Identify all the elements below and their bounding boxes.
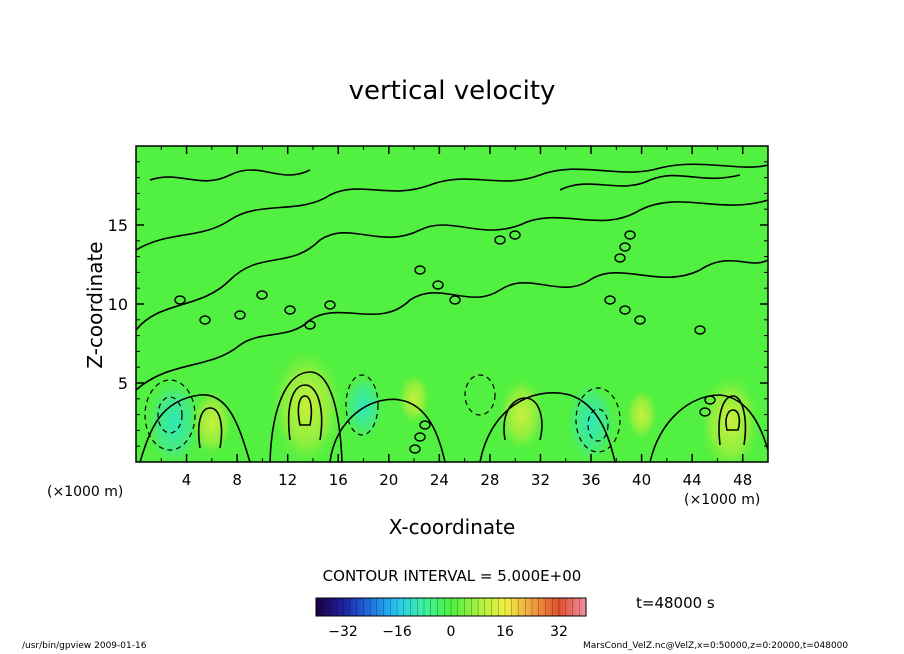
contour-cell [199, 315, 211, 325]
y-tick-label: 15 [108, 216, 128, 235]
contour-cell [699, 407, 711, 417]
contour-cell [324, 300, 336, 310]
contour-lines [136, 163, 768, 462]
x-tick-label: 28 [480, 471, 499, 489]
downdraft-cell [564, 378, 618, 462]
contour-cell [432, 280, 444, 290]
contour-line [136, 259, 768, 391]
x-tick-label: 24 [430, 471, 449, 489]
footer-right: MarsCond_VelZ.nc@VelZ,x=0:50000,z=0:2000… [583, 641, 849, 651]
downdraft-cell [341, 371, 386, 443]
contour-cell [256, 290, 268, 300]
contour-line [136, 163, 768, 251]
updraft-cell [624, 387, 659, 442]
contour-line [136, 199, 768, 331]
contour-line [329, 398, 446, 462]
x-unit-left: (×1000 m) [47, 484, 124, 500]
contour-cell [414, 265, 426, 275]
contour-line [197, 407, 223, 449]
colorbar: −32 −16 0 16 32 [315, 597, 587, 640]
updraft-cell [698, 370, 763, 462]
contour-line [725, 409, 741, 431]
contour-cell [694, 325, 706, 335]
contour-cell [619, 305, 631, 315]
x-tick-label: 44 [683, 471, 702, 489]
contour-cell [409, 444, 421, 454]
negative-contour [464, 374, 496, 416]
footer-left: /usr/bin/gpview 2009-01-16 [22, 641, 147, 651]
contour-line [297, 395, 313, 426]
updraft-cell [268, 344, 346, 462]
negative-contour [575, 387, 621, 453]
contour-cell [174, 295, 186, 305]
contour-line [479, 392, 616, 462]
colorbar-tick-label: −16 [382, 624, 412, 640]
x-axis-label: X-coordinate [388, 515, 516, 539]
contour-line [139, 394, 251, 462]
contour-cell [234, 310, 246, 320]
x-unit-right: (×1000 m) [684, 492, 761, 508]
contour-line [649, 394, 768, 462]
negative-contour [157, 396, 183, 434]
negative-contour [587, 408, 609, 442]
updraft-cell [190, 387, 234, 458]
contour-cell [624, 230, 636, 240]
contour-line [149, 169, 311, 182]
time-label: t=48000 s [636, 594, 715, 612]
contour-cell [414, 432, 426, 442]
chart-title: vertical velocity [348, 76, 556, 106]
contour-cell [419, 420, 431, 430]
contour-cell [704, 395, 716, 405]
contour-cell [449, 295, 461, 305]
x-tick-label: 36 [581, 471, 600, 489]
x-tick-label: 40 [632, 471, 651, 489]
negative-contour [144, 379, 196, 451]
x-tick-label: 8 [232, 471, 242, 489]
updraft-cell [497, 375, 546, 455]
colorbar-tick-label: 16 [496, 624, 514, 640]
contour-cell [604, 295, 616, 305]
y-tick-label: 5 [118, 374, 128, 393]
negative-contours [144, 374, 621, 453]
contour-cell [509, 230, 521, 240]
contour-line [287, 384, 323, 441]
colorbar-tick-label: −32 [328, 624, 358, 640]
contour-interval-label: CONTOUR INTERVAL = 5.000E+00 [322, 567, 582, 585]
x-tick-label: 16 [329, 471, 348, 489]
x-tick-label: 12 [278, 471, 297, 489]
x-tick-label: 48 [733, 471, 752, 489]
contour-cell [304, 320, 316, 330]
x-tick-label: 20 [379, 471, 398, 489]
contour-line [269, 371, 343, 462]
colorbar-tick-label: 0 [447, 624, 456, 640]
y-tick-label: 10 [108, 295, 128, 314]
x-tick-label: 32 [531, 471, 550, 489]
updraft-cell [397, 371, 431, 426]
colorbar-tick-label: 32 [550, 624, 568, 640]
contour-line [503, 397, 543, 441]
negative-contour [345, 374, 379, 436]
contour-cell [284, 305, 296, 315]
contour-cell [614, 253, 626, 263]
small-contour-cells [174, 230, 716, 454]
contour-cell [619, 242, 631, 252]
contour-line [718, 395, 747, 446]
x-tick-label: 4 [182, 471, 192, 489]
contour-cell [494, 235, 506, 245]
contour-cell [634, 315, 646, 325]
contour-line [559, 174, 741, 191]
